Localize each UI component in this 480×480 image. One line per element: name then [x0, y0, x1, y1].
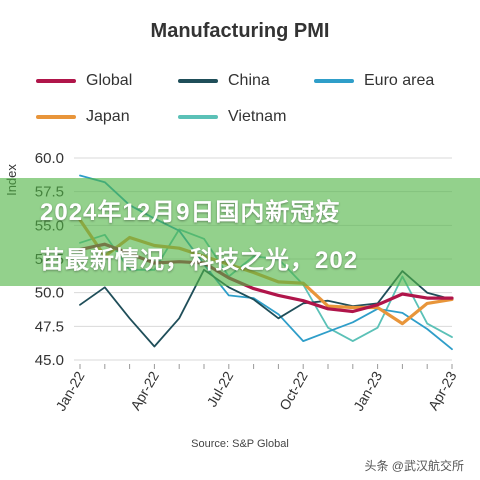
x-tick-label: Jan-22 [52, 368, 87, 413]
legend-item-vietnam: Vietnam [178, 106, 286, 128]
y-tick-label: 60.0 [35, 150, 64, 167]
legend-item-euro-area: Euro area [314, 70, 434, 92]
legend-item-china: China [178, 70, 270, 92]
y-tick-label: 45.0 [35, 352, 64, 369]
source-note: Source: S&P Global [191, 438, 289, 450]
legend-label-china: China [228, 72, 270, 89]
legend-label-vietnam: Vietnam [228, 108, 287, 125]
legend-label-euro-area: Euro area [364, 72, 435, 89]
x-tick-label: Apr-22 [127, 368, 162, 413]
chart-title: Manufacturing PMI [150, 20, 330, 42]
legend-label-japan: Japan [86, 108, 130, 125]
legend-item-global: Global [36, 70, 132, 92]
x-tick-label: Apr-23 [425, 368, 460, 413]
headline-line-1: 2024年12月9日国内新冠疫 [40, 199, 341, 226]
x-tick-label: Jul-22 [203, 368, 236, 409]
x-tick-label: Jan-23 [350, 368, 385, 413]
headline-overlay: 2024年12月9日国内新冠疫 苗最新情况，科技之光，202 [0, 178, 480, 286]
legend-swatch-euro-area [314, 79, 354, 83]
legend-item-japan: Japan [36, 106, 130, 128]
y-tick-label: 47.5 [35, 318, 64, 335]
legend-swatch-global [36, 79, 76, 83]
watermark: 头条 @武汉航交所 [360, 456, 468, 475]
chart-legend: Global China Euro area Japan Vietnam [36, 70, 466, 130]
y-tick-label: 50.0 [35, 285, 64, 302]
legend-swatch-vietnam [178, 115, 218, 119]
series-line-china [79, 268, 453, 348]
headline-line-2: 苗最新情况，科技之光，202 [40, 247, 359, 274]
legend-swatch-china [178, 79, 218, 83]
legend-swatch-japan [36, 115, 76, 119]
x-tick-label: Oct-22 [276, 368, 311, 413]
legend-label-global: Global [86, 72, 133, 89]
